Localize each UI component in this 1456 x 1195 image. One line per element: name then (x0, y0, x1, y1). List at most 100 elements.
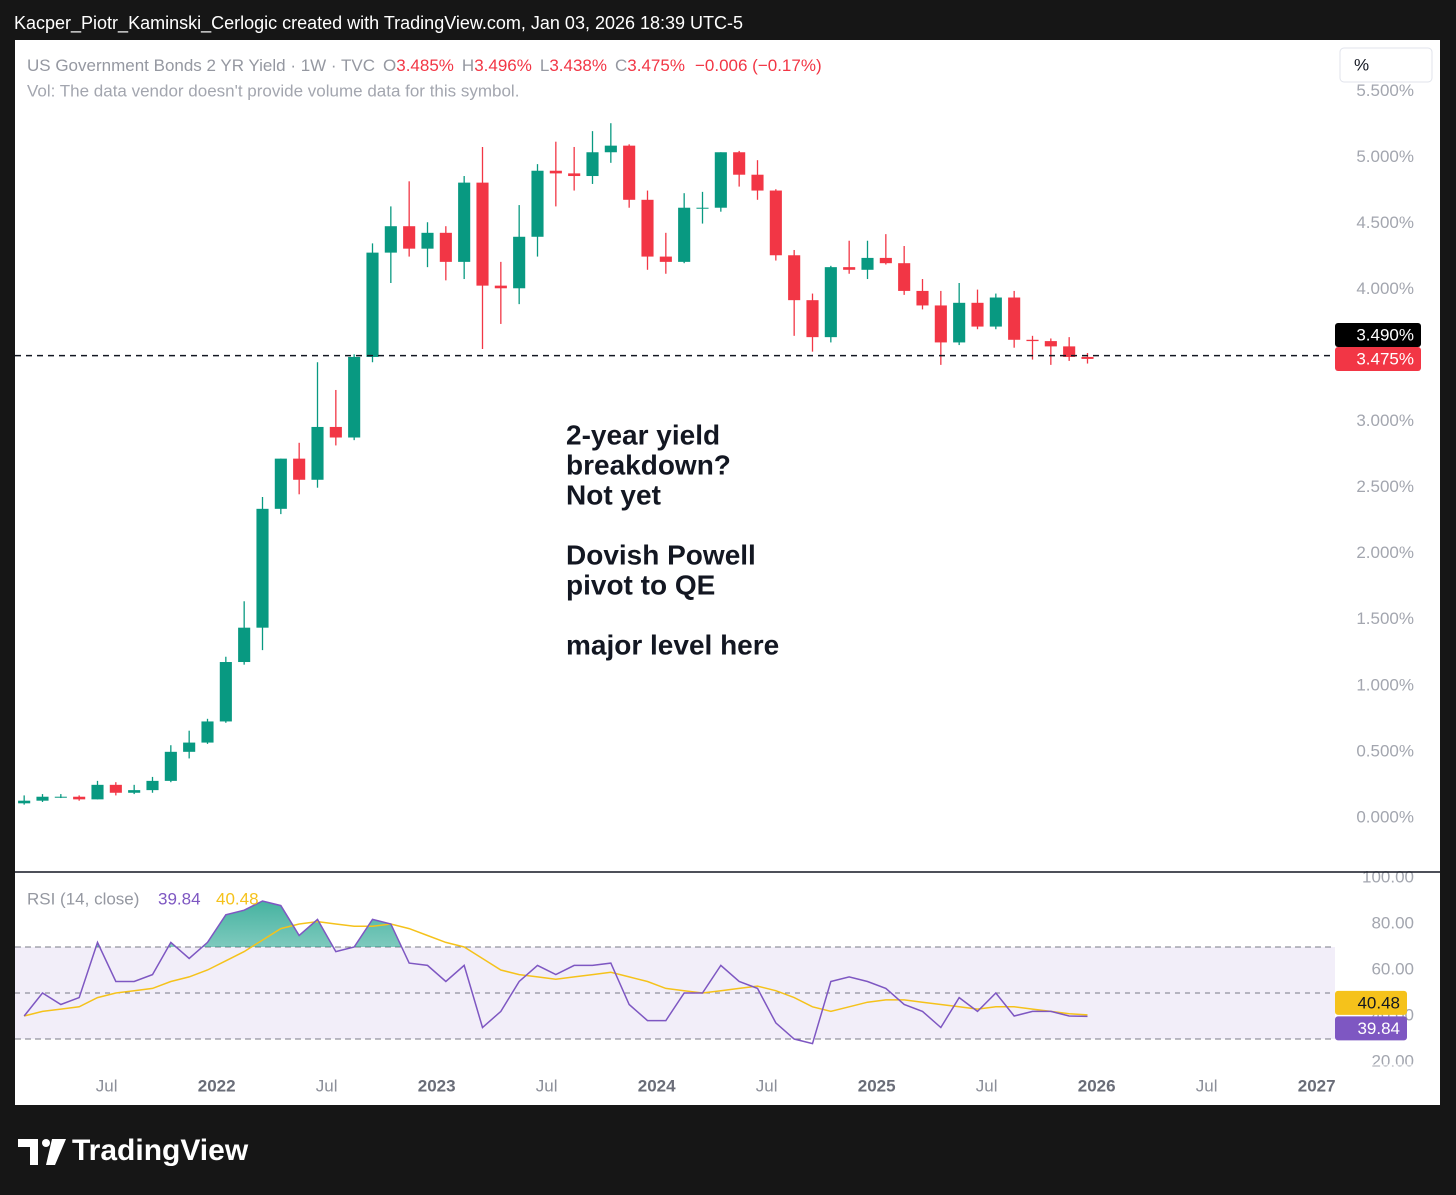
plot-layer: 0.000% 0.500% 1.000% 1.500% 2.000% 2.500% 3.00… (15, 81, 1440, 1095)
candle-body (531, 170, 544, 237)
x-tick-label: Jul (536, 1076, 558, 1095)
x-tick-label: 2023 (418, 1076, 456, 1095)
candle-body (128, 790, 141, 793)
candle-body (201, 721, 214, 743)
x-tick-label: 2026 (1078, 1076, 1116, 1095)
candle-body (696, 207, 709, 209)
rsi-value-box (1335, 990, 1407, 1015)
candle-body (348, 356, 361, 438)
candle-body (458, 182, 471, 262)
rsi-line (23, 900, 1088, 1045)
ohlc-key: C (615, 56, 627, 75)
change: −0.006 (−0.17%) (695, 56, 822, 75)
y-tick-label: 5.500% (1356, 81, 1414, 100)
logo-mark (42, 1139, 50, 1147)
x-tick-label: Jul (756, 1076, 778, 1095)
y-tick-label: 3.000% (1356, 411, 1414, 430)
candle-body (1026, 339, 1039, 342)
rsi-y-tick-label: 60.00 (1371, 959, 1414, 978)
unit-button[interactable] (1339, 47, 1433, 83)
candle-body (1008, 297, 1021, 340)
candle-body (586, 152, 599, 177)
candle-body (73, 796, 86, 800)
candle-body (1063, 346, 1076, 357)
x-tick-label: Jul (976, 1076, 998, 1095)
y-tick-label: 4.000% (1356, 279, 1414, 298)
candle-body (623, 145, 636, 200)
price-label-box (1335, 346, 1421, 371)
footer-brand: TradingView (72, 1134, 249, 1167)
candle-body (403, 226, 416, 249)
candle-body (494, 285, 507, 289)
candle-body (604, 145, 617, 153)
candle-body (916, 290, 929, 306)
candle-body (183, 742, 196, 752)
y-tick-label: 2.000% (1356, 543, 1414, 562)
x-tick-label: 2027 (1298, 1076, 1336, 1095)
candle-body (439, 232, 452, 262)
candle-body (54, 796, 67, 798)
candle-body (274, 458, 287, 509)
ohlc-value: 3.485% (396, 56, 454, 75)
candle-body (311, 426, 324, 480)
candle-body (293, 458, 306, 480)
x-tick-label: 2025 (858, 1076, 896, 1095)
logo-mark (46, 1139, 66, 1165)
annotation-line: major level here (566, 629, 779, 660)
x-tick-label: Jul (1196, 1076, 1218, 1095)
rsi-value-label: 39.84 (1357, 1019, 1400, 1038)
ohlc-key: H (462, 56, 474, 75)
footer-logo (18, 1139, 66, 1165)
x-tick-label: 2024 (638, 1076, 676, 1095)
price-label: 3.475% (1356, 349, 1414, 368)
candle-body (861, 257, 874, 270)
rsi-ma-line (23, 920, 1088, 1017)
unit-button-label[interactable]: % (1354, 55, 1369, 74)
candle-body (879, 257, 892, 264)
y-tick-label: 5.000% (1356, 147, 1414, 166)
rsi-title: RSI (14, close) (27, 889, 139, 908)
candle-body (146, 780, 159, 791)
annotation-line: 2-year yield (566, 419, 720, 450)
x-tick-label: Jul (316, 1076, 338, 1095)
candle-body (934, 305, 947, 343)
candle-body (36, 796, 49, 801)
price-label: 3.490% (1356, 325, 1414, 344)
rsi-value: 39.84 (158, 889, 201, 908)
x-tick-label: Jul (96, 1076, 118, 1095)
ohlc-key: L (540, 56, 549, 75)
watermark: Kacper_Piotr_Kaminski_Cerlogic created w… (14, 13, 743, 34)
candle-body (549, 170, 562, 174)
candle-body (751, 174, 764, 191)
candle-body (659, 256, 672, 262)
logo-mark (18, 1139, 38, 1165)
candle-body (1081, 356, 1094, 359)
candle-body (256, 508, 269, 628)
legend-line: US Government Bonds 2 YR Yield · 1W · TV… (27, 56, 822, 75)
candle-body (843, 267, 856, 270)
y-tick-label: 1.000% (1356, 675, 1414, 694)
rsi-y-tick-label: 80.00 (1371, 913, 1414, 932)
ohlc-key: O (383, 56, 396, 75)
candle-body (18, 800, 31, 804)
candle-body (91, 784, 104, 800)
rsi-overbought-fill (95, 900, 402, 947)
y-tick-label: 1.500% (1356, 609, 1414, 628)
y-tick-label: 2.500% (1356, 477, 1414, 496)
candle-body (824, 267, 837, 338)
price-label-box (1335, 322, 1421, 347)
candle-body (898, 263, 911, 291)
candle-body (678, 207, 691, 262)
candle-body (329, 426, 342, 438)
x-tick-label: 2022 (198, 1076, 236, 1095)
rsi-y-tick-label: 100.00 (1362, 867, 1414, 886)
candle-body (714, 152, 727, 208)
candle-body (476, 182, 489, 286)
candle-body (641, 199, 654, 257)
y-tick-label: 0.500% (1356, 741, 1414, 760)
candle-body (806, 300, 819, 338)
candle-body (788, 255, 801, 301)
candle-body (971, 302, 984, 327)
